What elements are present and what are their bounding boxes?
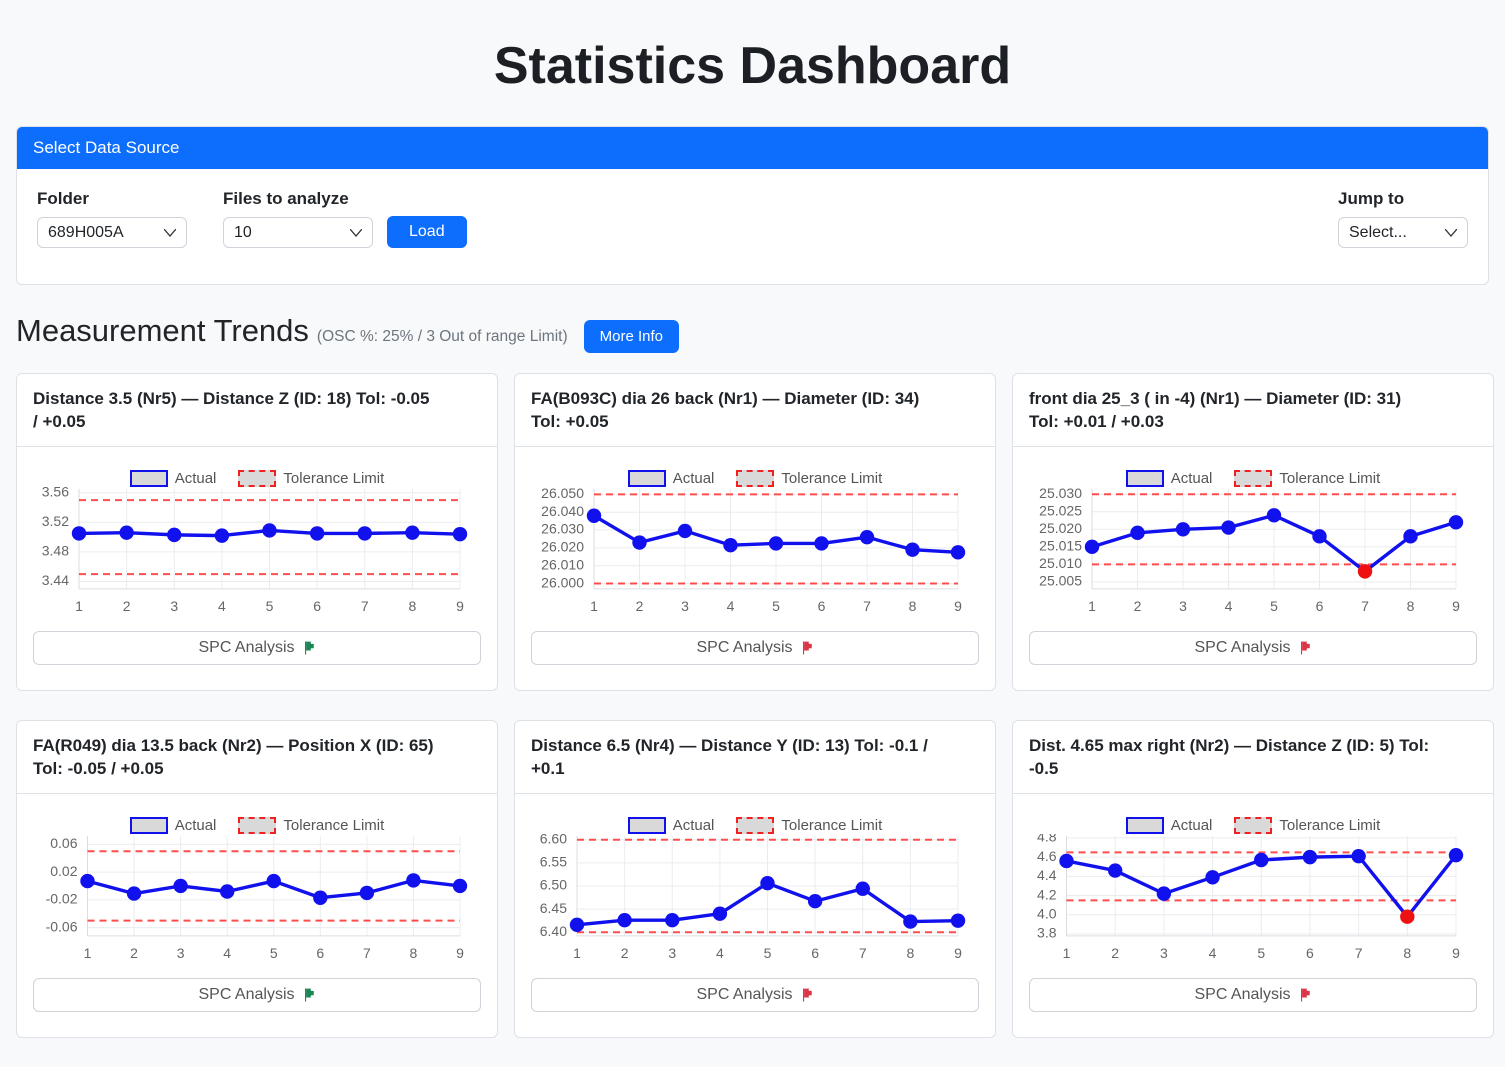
svg-text:9: 9	[456, 598, 464, 614]
svg-text:3.44: 3.44	[42, 572, 69, 588]
svg-text:6.50: 6.50	[540, 876, 567, 892]
svg-text:4: 4	[218, 598, 226, 614]
svg-text:3.52: 3.52	[42, 513, 69, 529]
svg-text:7: 7	[1361, 598, 1369, 614]
svg-text:6: 6	[1316, 598, 1324, 614]
svg-text:4: 4	[1225, 598, 1233, 614]
svg-text:1: 1	[573, 945, 581, 961]
svg-text:8: 8	[1407, 598, 1415, 614]
svg-text:4.2: 4.2	[1037, 886, 1057, 902]
svg-text:6.40: 6.40	[540, 923, 567, 939]
svg-text:4.6: 4.6	[1037, 848, 1057, 864]
svg-text:8: 8	[410, 945, 418, 961]
svg-text:6: 6	[316, 945, 324, 961]
svg-text:26.040: 26.040	[541, 503, 584, 519]
svg-text:26.030: 26.030	[541, 521, 584, 537]
svg-text:25.010: 25.010	[1039, 555, 1082, 571]
svg-text:5: 5	[266, 598, 274, 614]
svg-text:0.06: 0.06	[50, 835, 77, 851]
svg-text:6.45: 6.45	[540, 900, 567, 916]
svg-text:3: 3	[170, 598, 178, 614]
svg-text:6: 6	[811, 945, 819, 961]
svg-text:4: 4	[716, 945, 724, 961]
svg-text:7: 7	[859, 945, 867, 961]
svg-text:7: 7	[1355, 945, 1363, 961]
svg-text:1: 1	[1063, 945, 1071, 961]
svg-text:-0.02: -0.02	[46, 890, 78, 906]
svg-text:25.020: 25.020	[1039, 520, 1082, 536]
svg-text:26.000: 26.000	[541, 574, 584, 590]
svg-text:3: 3	[1160, 945, 1168, 961]
svg-text:26.020: 26.020	[541, 538, 584, 554]
svg-text:3: 3	[681, 598, 689, 614]
svg-text:6.55: 6.55	[540, 853, 567, 869]
svg-text:1: 1	[84, 945, 92, 961]
svg-text:6: 6	[313, 598, 321, 614]
svg-text:5: 5	[764, 945, 772, 961]
svg-text:2: 2	[130, 945, 138, 961]
svg-text:25.025: 25.025	[1039, 502, 1082, 518]
svg-text:8: 8	[906, 945, 914, 961]
svg-text:9: 9	[1452, 945, 1460, 961]
svg-text:-0.06: -0.06	[46, 918, 78, 934]
svg-text:25.005: 25.005	[1039, 572, 1082, 588]
svg-text:25.030: 25.030	[1039, 487, 1082, 501]
svg-text:9: 9	[954, 598, 962, 614]
svg-text:26.010: 26.010	[541, 556, 584, 572]
svg-text:5: 5	[1270, 598, 1278, 614]
svg-text:2: 2	[1134, 598, 1142, 614]
svg-text:4: 4	[727, 598, 735, 614]
svg-text:6: 6	[1306, 945, 1314, 961]
svg-text:4.0: 4.0	[1037, 905, 1057, 921]
svg-text:3.8: 3.8	[1037, 924, 1057, 940]
svg-text:1: 1	[1088, 598, 1096, 614]
svg-text:4.4: 4.4	[1037, 867, 1057, 883]
svg-text:6.60: 6.60	[540, 834, 567, 846]
svg-text:5: 5	[1257, 945, 1265, 961]
svg-text:8: 8	[1403, 945, 1411, 961]
svg-text:8: 8	[909, 598, 917, 614]
svg-text:6: 6	[818, 598, 826, 614]
svg-text:1: 1	[75, 598, 83, 614]
svg-text:4.8: 4.8	[1037, 834, 1057, 845]
svg-text:2: 2	[1111, 945, 1119, 961]
svg-text:4: 4	[223, 945, 231, 961]
svg-text:3: 3	[177, 945, 185, 961]
svg-text:26.050: 26.050	[541, 487, 584, 501]
svg-text:1: 1	[590, 598, 598, 614]
svg-text:7: 7	[863, 598, 871, 614]
svg-text:3.56: 3.56	[42, 487, 69, 499]
svg-text:2: 2	[123, 598, 131, 614]
svg-text:7: 7	[361, 598, 369, 614]
svg-text:3: 3	[1179, 598, 1187, 614]
svg-text:2: 2	[636, 598, 644, 614]
svg-text:9: 9	[954, 945, 962, 961]
svg-text:4: 4	[1209, 945, 1217, 961]
svg-text:7: 7	[363, 945, 371, 961]
svg-text:9: 9	[1452, 598, 1460, 614]
svg-text:2: 2	[621, 945, 629, 961]
svg-text:9: 9	[456, 945, 464, 961]
svg-text:5: 5	[772, 598, 780, 614]
svg-text:5: 5	[270, 945, 278, 961]
svg-text:8: 8	[408, 598, 416, 614]
svg-text:3.48: 3.48	[42, 542, 69, 558]
svg-text:25.015: 25.015	[1039, 537, 1082, 553]
svg-text:3: 3	[668, 945, 676, 961]
svg-text:0.02: 0.02	[50, 863, 77, 879]
